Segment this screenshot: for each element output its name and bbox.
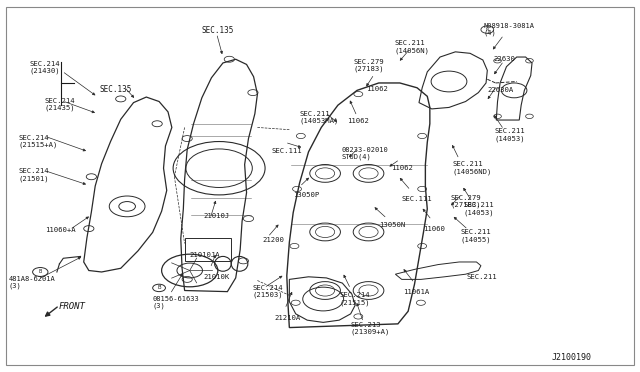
Text: SEC.211
(14053): SEC.211 (14053): [463, 202, 493, 216]
Text: SEC.211
(14056N): SEC.211 (14056N): [394, 40, 429, 54]
Text: 11060+A: 11060+A: [45, 227, 76, 234]
Text: 22630A: 22630A: [487, 87, 513, 93]
Text: 21210A: 21210A: [274, 315, 300, 321]
Text: 21010K: 21010K: [204, 274, 230, 280]
Text: 13050N: 13050N: [379, 222, 405, 228]
Text: 08156-61633
(3): 08156-61633 (3): [153, 296, 200, 310]
Text: 11062: 11062: [366, 86, 388, 92]
Text: 11060: 11060: [424, 226, 445, 232]
Text: SEC.111: SEC.111: [402, 196, 433, 202]
Text: 11062: 11062: [392, 165, 413, 171]
Text: 21200: 21200: [262, 237, 284, 243]
Text: N: N: [486, 28, 489, 32]
Text: SEC.214
(21515): SEC.214 (21515): [339, 292, 370, 306]
Text: SEC.214
(21501): SEC.214 (21501): [19, 168, 49, 182]
Text: FRONT: FRONT: [58, 302, 85, 311]
Text: SEC.214
(21435): SEC.214 (21435): [44, 98, 75, 111]
Text: SEC.111: SEC.111: [271, 148, 302, 154]
Text: J2100190: J2100190: [551, 353, 591, 362]
Text: 13050P: 13050P: [293, 192, 319, 198]
Text: SEC.211
(14056ND): SEC.211 (14056ND): [453, 161, 492, 175]
Text: SEC.214
(21430): SEC.214 (21430): [29, 61, 60, 74]
Text: 11061A: 11061A: [403, 289, 429, 295]
Text: SEC.279
(27183): SEC.279 (27183): [353, 59, 384, 72]
Text: B: B: [38, 269, 42, 275]
Text: SEC.135: SEC.135: [100, 85, 132, 94]
Text: 22630: 22630: [493, 56, 516, 62]
Text: 11062: 11062: [347, 118, 369, 124]
Text: SEC.211
(14053MA): SEC.211 (14053MA): [300, 111, 339, 124]
Text: SEC.279
(27183): SEC.279 (27183): [451, 195, 481, 208]
Text: SEC.211
(14055): SEC.211 (14055): [461, 229, 491, 243]
Text: 481A8-6201A
(3): 481A8-6201A (3): [8, 276, 55, 289]
Text: SEC.211: SEC.211: [467, 274, 497, 280]
Text: N08918-3081A
(4): N08918-3081A (4): [483, 23, 534, 36]
Text: B: B: [157, 285, 161, 291]
Text: 21010JA: 21010JA: [189, 251, 220, 257]
Text: SEC.214
(21515+A): SEC.214 (21515+A): [19, 135, 58, 148]
Text: SEC.135: SEC.135: [202, 26, 234, 35]
Text: 08233-02010
STUD(4): 08233-02010 STUD(4): [342, 147, 388, 160]
Text: 21010J: 21010J: [204, 213, 230, 219]
Text: SEC.211
(14053): SEC.211 (14053): [495, 128, 525, 142]
Text: SEC.214
(21503): SEC.214 (21503): [252, 285, 283, 298]
Bar: [184, 238, 230, 261]
Text: SEC.213
(21309+A): SEC.213 (21309+A): [351, 322, 390, 336]
